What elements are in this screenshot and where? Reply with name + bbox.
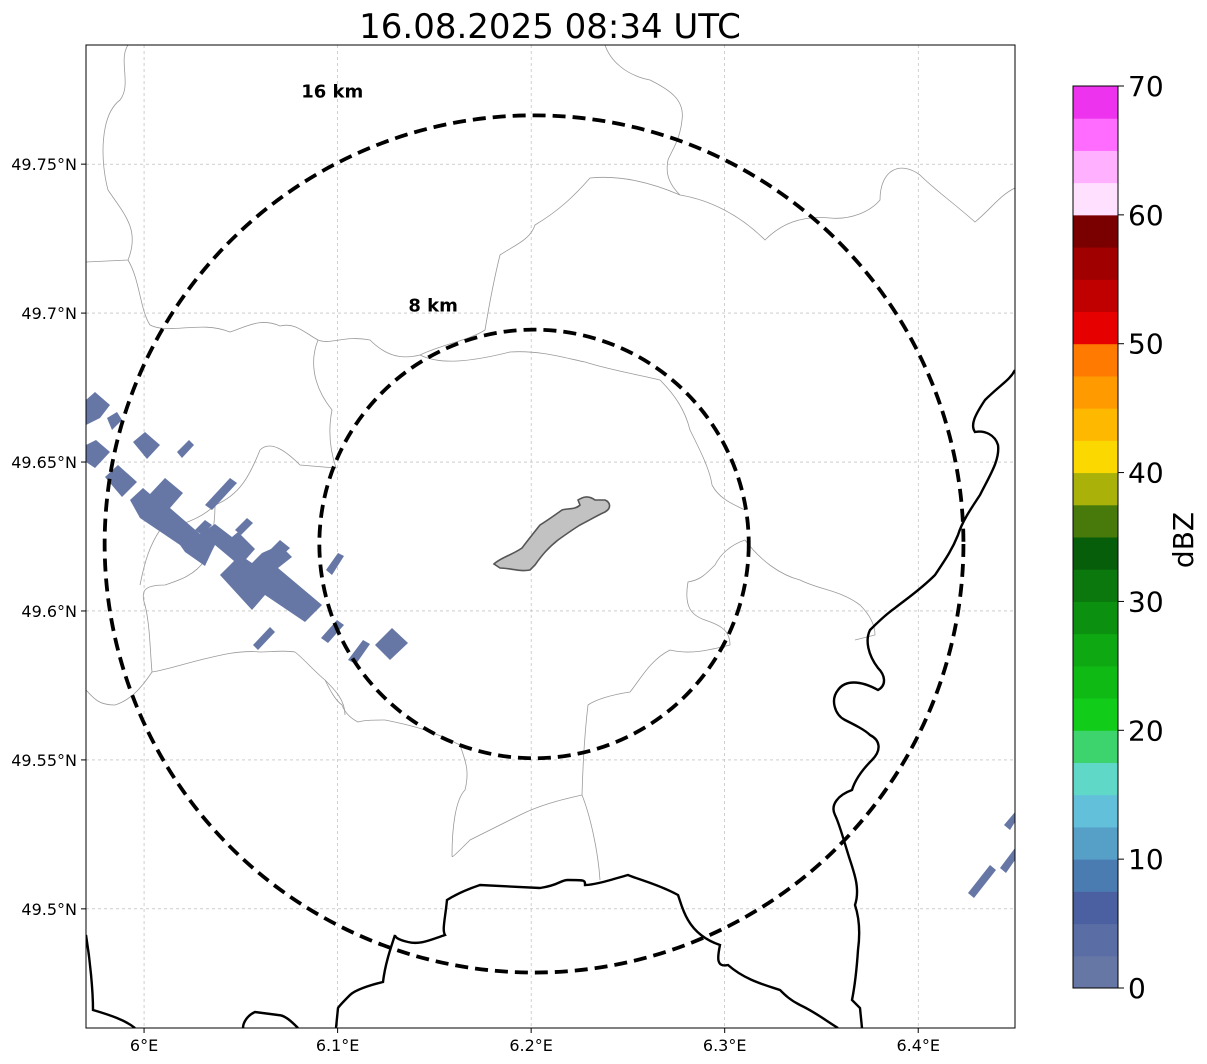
- latitude-axis: 49.75°N 49.7°N 49.65°N 49.6°N 49.55°N 49.5°N: [11, 155, 86, 919]
- colorbar-bin: [1073, 504, 1118, 538]
- colorbar-bin: [1073, 214, 1118, 248]
- echo-cell: [375, 628, 408, 660]
- colorbar-bin: [1073, 182, 1118, 216]
- range-ring-label: 16 km: [301, 81, 363, 102]
- echo-cell: [1004, 812, 1015, 830]
- boundaries: [86, 45, 1015, 1028]
- colorbar-bin: [1073, 86, 1118, 119]
- echo-cell: [1000, 848, 1015, 873]
- colorbar-bin: [1073, 537, 1118, 570]
- colorbar-bin: [1073, 311, 1118, 345]
- city-area: [492, 496, 611, 572]
- map-title: 16.08.2025 08:34 UTC: [359, 7, 741, 47]
- range-ring-8km: [317, 327, 751, 761]
- colorbar-bin: [1073, 375, 1118, 409]
- echo-cell: [105, 465, 137, 497]
- echo-cell: [133, 432, 160, 459]
- y-tick-label: 49.5°N: [21, 900, 77, 919]
- echo-cell: [130, 478, 255, 566]
- colorbar-tick-label: 0: [1128, 972, 1146, 1005]
- x-tick-label: 6.1°E: [316, 1036, 360, 1055]
- colorbar-bin: [1073, 891, 1118, 925]
- colorbar-frame: [1072, 85, 1119, 989]
- echo-cell: [235, 518, 253, 535]
- range-ring-label: 8 km: [408, 296, 458, 317]
- echo-cell: [265, 540, 290, 562]
- echo-cell: [86, 392, 110, 425]
- colorbar-bin: [1073, 247, 1118, 280]
- colorbar-tick-label: 30: [1128, 585, 1164, 618]
- colorbar-bin: [1073, 698, 1118, 731]
- colorbar-bin: [1073, 279, 1118, 312]
- municipal-boundaries: [86, 45, 1015, 881]
- echo-cell: [326, 553, 344, 575]
- colorbar-bin: [1073, 794, 1118, 828]
- echo-cell: [205, 478, 237, 510]
- map-frame: [85, 44, 1016, 1029]
- colorbar-bin: [1073, 472, 1118, 506]
- colorbar-bin: [1073, 118, 1118, 151]
- echo-band-east: [968, 812, 1015, 898]
- colorbar-bin: [1073, 730, 1118, 763]
- colorbar-bin: [1073, 343, 1118, 377]
- y-tick-label: 49.6°N: [21, 602, 77, 621]
- y-tick-label: 49.7°N: [21, 304, 77, 323]
- x-tick-label: 6°E: [130, 1036, 158, 1055]
- gridlines: [86, 45, 1015, 1028]
- range-rings: 8 km 16 km: [102, 81, 966, 975]
- echo-cell: [195, 520, 212, 535]
- national-borders: [86, 369, 1015, 1028]
- echo-cell: [86, 440, 110, 468]
- colorbar-bin: [1073, 859, 1118, 892]
- y-tick-label: 49.65°N: [11, 453, 77, 472]
- reflectivity-echoes: [86, 392, 1015, 898]
- echo-cell: [107, 412, 122, 430]
- echo-cell: [177, 440, 194, 458]
- colorbar-bin: [1073, 923, 1118, 957]
- longitude-axis: 6°E 6.1°E 6.2°E 6.3°E 6.4°E: [130, 1028, 940, 1055]
- x-tick-label: 6.4°E: [896, 1036, 940, 1055]
- echo-cell: [253, 627, 275, 650]
- colorbar-bin: [1073, 569, 1118, 602]
- colorbar-bin: [1073, 150, 1118, 184]
- colorbar-tick-label: 40: [1128, 457, 1164, 490]
- echo-cell: [321, 620, 344, 643]
- x-tick-label: 6.2°E: [509, 1036, 553, 1055]
- colorbar-bin: [1073, 826, 1118, 860]
- colorbar-bin: [1073, 633, 1118, 667]
- echo-band-west: [86, 392, 408, 664]
- colorbar-bin: [1073, 665, 1118, 699]
- y-tick-label: 49.75°N: [11, 155, 77, 174]
- colorbar-bin: [1073, 601, 1118, 635]
- y-tick-label: 49.55°N: [11, 751, 77, 770]
- colorbar-bin: [1073, 408, 1118, 441]
- colorbar-tick-label: 60: [1128, 199, 1164, 232]
- colorbar-tick-label: 50: [1128, 328, 1164, 361]
- colorbar-bin: [1073, 762, 1118, 796]
- colorbar: 0 10 20 30 40 50 60 70: [1072, 70, 1164, 1005]
- colorbar-title: dBZ: [1167, 512, 1200, 568]
- colorbar-tick-label: 20: [1128, 714, 1164, 747]
- colorbar-tick-label: 70: [1128, 70, 1164, 103]
- echo-cell: [220, 545, 322, 622]
- colorbar-tick-label: 10: [1128, 843, 1164, 876]
- range-ring-16km: [102, 113, 966, 975]
- echo-cell: [968, 865, 996, 898]
- colorbar-bin: [1073, 955, 1118, 989]
- colorbar-bin: [1073, 440, 1118, 474]
- x-tick-label: 6.3°E: [703, 1036, 747, 1055]
